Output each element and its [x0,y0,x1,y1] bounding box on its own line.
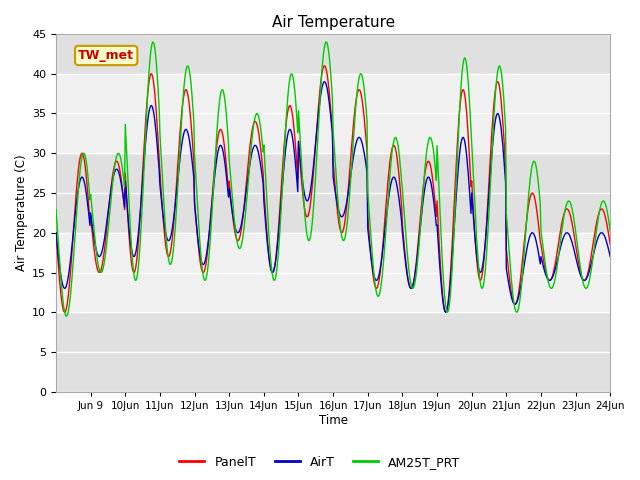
Title: Air Temperature: Air Temperature [271,15,395,30]
Legend: PanelT, AirT, AM25T_PRT: PanelT, AirT, AM25T_PRT [174,451,466,474]
Y-axis label: Air Temperature (C): Air Temperature (C) [15,155,28,271]
X-axis label: Time: Time [319,414,348,427]
Text: TW_met: TW_met [78,49,134,62]
